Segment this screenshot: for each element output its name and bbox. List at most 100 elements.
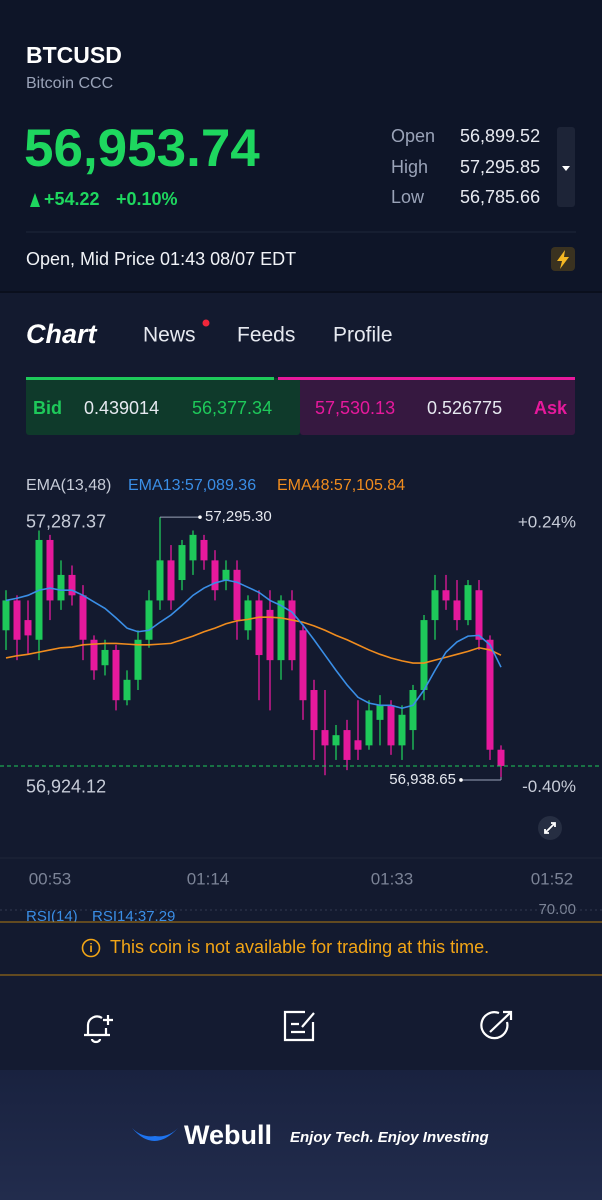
indicator-name: EMA(13,48) [26,477,111,494]
candle-body [189,534,197,561]
lightning-button[interactable] [551,247,575,271]
low-label: 56,938.65 [389,771,456,788]
note-lines [291,1012,315,1034]
ask-size: 0.526775 [427,398,502,418]
candle-body [288,600,296,661]
header-bg [0,0,602,292]
candle-body [277,600,285,661]
candle-body [200,539,208,561]
ask-label: Ask [534,398,568,418]
share-circle [480,1011,509,1040]
candle-body [310,690,318,731]
rsi-level: 70.00 [538,901,576,918]
stat-value: 56,899.52 [460,126,540,146]
tabs: Chart News Feeds Profile [26,319,393,349]
candle-body [68,574,76,596]
candle-body [420,620,428,691]
share-button[interactable] [480,1010,513,1040]
candle-body [79,595,87,640]
note-button[interactable] [283,1010,315,1042]
bid-box [26,378,300,435]
stat-value: 56,785.66 [460,187,540,207]
notice-bg [0,922,602,975]
up-arrow [30,193,40,207]
stat-label: High [391,157,428,177]
candle-body [57,574,65,601]
ema48-line [5,616,502,664]
price-chart: 57,287.37 56,924.12 +0.24% -0.40% 57,295.30 5… [0,508,602,796]
candle-body [409,690,417,731]
y-tick-label: 56,924.12 [26,776,106,796]
symbol: BTCUSD [26,42,122,68]
alert-button[interactable] [84,1015,113,1044]
candle-body [222,569,230,581]
candle-body [2,600,10,631]
bid-label: Bid [33,398,62,418]
pct-bottom: -0.40% [522,777,576,796]
x-tick-label: 00:53 [29,869,72,888]
candle-body [134,639,142,680]
symbol-name: Bitcoin CCC [26,75,113,92]
y-tick-label: 57,287.37 [26,512,106,532]
ema48-label: EMA48:57,105.84 [277,477,405,494]
change-pct: +0.10% [116,189,178,209]
candle-body [343,730,351,760]
brand-logo [132,1128,178,1141]
tab-feeds[interactable]: Feeds [237,324,295,347]
tab-chart[interactable]: Chart [26,319,98,349]
tab-profile[interactable]: Profile [333,324,393,347]
quote-bar: Bid 0.439014 56,377.34 57,530.13 0.52677… [26,377,575,435]
rsi-value: RSI14:37.29 [92,908,175,925]
candle-body [211,560,219,591]
low-dot [459,778,463,782]
notice: This coin is not available for trading a… [110,937,489,957]
fullscreen-icon [544,822,556,834]
expand-arrow [562,166,570,171]
stat-label: Open [391,126,435,146]
brand-name: Webull [184,1120,272,1150]
candle-body [442,590,450,601]
bell-clapper [90,1038,102,1044]
expand-stats[interactable] [557,127,575,207]
candle-body [145,600,153,640]
stats: Open 56,899.52 High 57,295.85 Low 56,785… [391,126,540,207]
note-icon [283,1010,315,1042]
info-icon [81,938,101,958]
tab-news[interactable]: News [143,324,196,347]
footer [0,1070,602,1200]
lightning-icon [557,250,569,269]
news-dot [202,319,210,327]
candle-body [431,590,439,621]
candle-body [255,600,263,656]
ask-price: 57,530.13 [315,398,395,418]
ask-bar [278,377,575,380]
candle-body [123,679,131,701]
ask-box [300,378,575,435]
candle-body [266,609,274,661]
candle-body [112,649,120,701]
candle-body [486,639,494,750]
candle-body [365,710,373,746]
high-dot [198,515,202,519]
candle-body [24,620,32,636]
candle-body [332,735,340,746]
candle-body [464,585,472,621]
candle-body [321,730,329,746]
change: +54.22 [44,189,100,209]
candle-body [233,569,241,621]
candle-body [13,600,21,640]
market-status: Open, Mid Price 01:43 08/07 EDT [26,249,296,269]
share-arrow [489,1010,513,1033]
candle-body [497,749,505,766]
candle-body [90,639,98,671]
high-label: 57,295.30 [205,508,272,525]
pct-top: +0.24% [518,512,576,531]
candle-body [475,590,483,640]
fullscreen-button[interactable] [538,816,562,840]
bid-bar [26,377,274,380]
candle-body [156,560,164,601]
candle-body [244,600,252,631]
x-tick-label: 01:33 [371,869,414,888]
